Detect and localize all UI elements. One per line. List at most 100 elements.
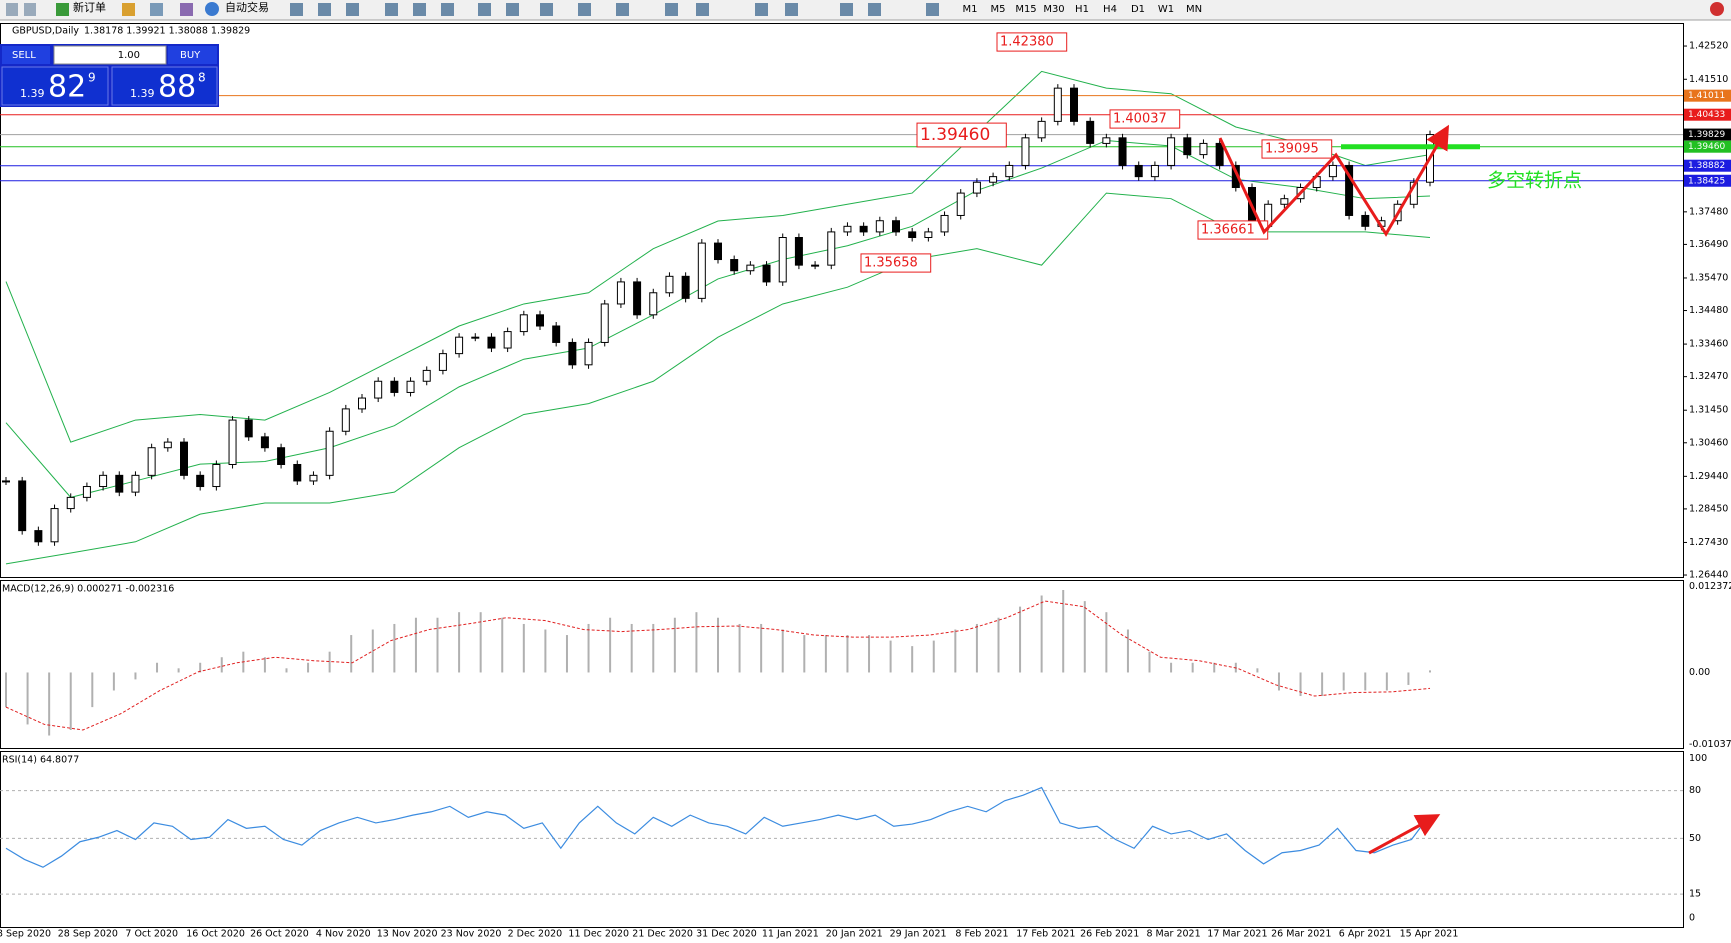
timeframe-button[interactable]: H1: [1075, 4, 1089, 15]
timeframe-button[interactable]: M5: [991, 4, 1006, 15]
candle: [616, 281, 625, 305]
y-tick-label: 1.30460: [1689, 437, 1728, 448]
candle: [1345, 164, 1354, 216]
candle: [406, 380, 415, 393]
timeframes: M1 M5 M15 M30 H1 H4 D1 W1 MN: [963, 4, 1203, 15]
price-annotation-box: [996, 32, 1068, 52]
y-tick-label: 0: [1689, 913, 1695, 924]
icon[interactable]: [506, 3, 519, 16]
icon[interactable]: [290, 3, 303, 16]
icon[interactable]: [478, 3, 491, 16]
icon[interactable]: [24, 3, 36, 16]
price-annotation: 1.39095: [1265, 142, 1319, 157]
icon[interactable]: [868, 3, 881, 16]
icon[interactable]: [413, 3, 426, 16]
icon[interactable]: [318, 3, 331, 16]
ask-prefix: 1.39: [130, 87, 155, 100]
candle: [697, 242, 706, 299]
y-tick-label: 1.41510: [1689, 74, 1728, 85]
icon[interactable]: [616, 3, 629, 16]
auto-trading-icon[interactable]: [205, 2, 219, 16]
icon[interactable]: [665, 3, 678, 16]
icon[interactable]: [578, 3, 591, 16]
icon[interactable]: [926, 3, 939, 16]
candle: [1102, 137, 1111, 144]
price-annotation: 1.40037: [1113, 112, 1167, 127]
notification-icon[interactable]: [1710, 2, 1724, 16]
auto-trading-button[interactable]: 自动交易: [225, 0, 269, 14]
timeframe-button[interactable]: M30: [1043, 4, 1064, 15]
candle: [196, 474, 205, 488]
candle: [66, 496, 75, 510]
sell-label[interactable]: SELL: [12, 50, 36, 61]
timeframe-button[interactable]: W1: [1158, 4, 1174, 15]
candle: [228, 419, 237, 465]
candle: [1070, 87, 1078, 122]
x-tick-label: 17 Mar 2021: [1207, 929, 1267, 940]
symbol-title: GBPUSD,Daily: [12, 26, 79, 37]
rsi-panel-frame: [0, 751, 1684, 928]
candle: [875, 220, 884, 233]
y-tick-label: 50: [1689, 833, 1701, 844]
buy-label[interactable]: BUY: [180, 50, 201, 61]
timeframe-button[interactable]: D1: [1131, 4, 1145, 15]
candle: [892, 220, 900, 233]
candle: [956, 192, 965, 216]
lot-value[interactable]: 1.00: [118, 50, 140, 61]
icon[interactable]: [785, 3, 798, 16]
price-tag: [1684, 159, 1731, 172]
candle: [746, 264, 755, 272]
icon[interactable]: [540, 3, 553, 16]
timeframe-button[interactable]: M15: [1015, 4, 1036, 15]
price-tag-label: 1.38425: [1688, 176, 1725, 186]
bid-box[interactable]: [1, 66, 109, 106]
candle: [1118, 137, 1127, 166]
candle: [115, 474, 124, 493]
ask-small: 8: [198, 71, 206, 85]
y-tick-label: 0.012372: [1689, 581, 1731, 592]
timeframe-button[interactable]: H4: [1103, 4, 1117, 15]
y-tick-label: 0.00: [1689, 667, 1710, 678]
icon[interactable]: [696, 3, 709, 16]
ask-box[interactable]: [111, 66, 218, 106]
y-tick-label: 1.29440: [1689, 471, 1728, 482]
buy-button[interactable]: [168, 46, 217, 64]
candle: [1005, 164, 1014, 178]
icon[interactable]: [441, 3, 454, 16]
price-tag: [1684, 128, 1731, 141]
price-annotation: 1.42380: [1000, 35, 1054, 50]
icon[interactable]: [755, 3, 768, 16]
x-tick-label: 2 Dec 2020: [508, 929, 563, 940]
candle: [940, 214, 949, 233]
y-tick-label: 1.32470: [1689, 371, 1728, 382]
icon[interactable]: [840, 3, 853, 16]
candle: [859, 225, 868, 233]
candle: [649, 292, 658, 316]
icon[interactable]: [180, 3, 193, 16]
timeframe-button[interactable]: MN: [1186, 4, 1202, 15]
candle: [487, 336, 496, 349]
price-tag: [1684, 108, 1731, 121]
sell-button[interactable]: [2, 46, 50, 64]
icon[interactable]: [6, 3, 18, 16]
x-tick-label: 8 Feb 2021: [955, 929, 1008, 940]
x-tick-label: 26 Oct 2020: [250, 929, 309, 940]
icon[interactable]: [385, 3, 398, 16]
candle: [600, 303, 609, 343]
y-tick-label: 100: [1689, 753, 1707, 764]
price-tag-label: 1.39460: [1688, 142, 1725, 152]
candle: [843, 225, 852, 233]
new-order-button[interactable]: 新订单: [73, 0, 106, 14]
x-tick-label: 4 Nov 2020: [316, 929, 371, 940]
x-tick-label: 8 Sep 2020: [0, 929, 51, 940]
candle: [212, 463, 221, 488]
icon[interactable]: [122, 3, 135, 16]
x-tick-label: 11 Jan 2021: [762, 929, 819, 940]
icon[interactable]: [346, 3, 359, 16]
new-order-icon[interactable]: [56, 3, 69, 16]
timeframe-button[interactable]: M1: [963, 4, 978, 15]
lot-input[interactable]: [53, 45, 167, 65]
candle: [1053, 87, 1062, 122]
price-annotation-box: [1261, 139, 1333, 159]
icon[interactable]: [150, 3, 163, 16]
